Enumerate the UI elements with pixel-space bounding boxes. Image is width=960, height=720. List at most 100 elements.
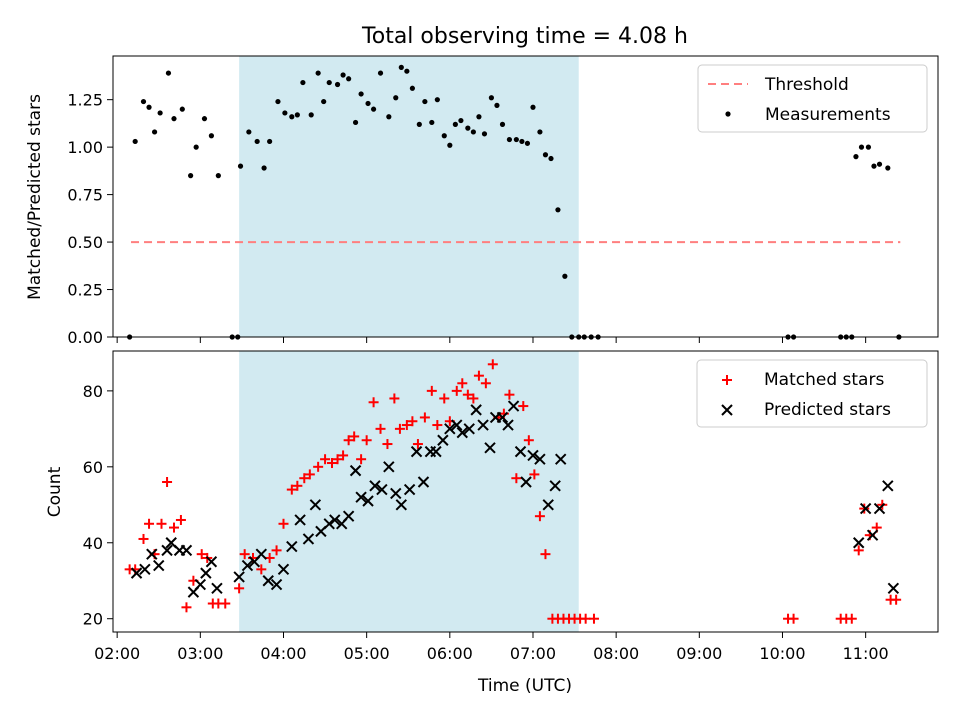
measurement-point: [171, 116, 177, 122]
matched-point: [788, 613, 799, 624]
measurement-point: [275, 98, 281, 105]
count-y-ticks: 20 40 60 80: [83, 382, 113, 629]
count-x-tick-label: 06:00: [427, 644, 473, 663]
legend-predicted-marker-b: [721, 404, 733, 416]
predicted-point: [542, 499, 554, 511]
matched-point: [338, 450, 349, 461]
matched-point: [846, 613, 857, 624]
ratio-y-label: Matched/Predicted stars: [25, 94, 45, 300]
measurement-point: [885, 165, 891, 171]
count-y-tick-label: 20: [83, 610, 103, 629]
measurement-point: [537, 129, 543, 135]
measurement-point: [519, 138, 525, 145]
measurement-point: [476, 114, 482, 120]
predicted-point: [484, 442, 496, 454]
predicted-point: [502, 419, 514, 431]
predicted-point-b: [444, 423, 456, 435]
matched-point: [540, 549, 551, 560]
predicted-point: [233, 571, 245, 583]
predicted-point-b: [507, 400, 520, 412]
predicted-point: [451, 419, 463, 431]
legend-predicted-marker: [721, 404, 733, 416]
predicted-point: [554, 453, 567, 465]
matched-point: [343, 435, 354, 446]
count-x-tick-label: 05:00: [344, 644, 390, 663]
matched-point: [462, 389, 473, 400]
measurement-point: [300, 79, 306, 86]
measurement-point: [289, 114, 295, 120]
count-x-tick-label: 10:00: [759, 644, 805, 663]
measurement-point: [555, 207, 561, 213]
x-axis-label: Time (UTC): [477, 676, 572, 696]
predicted-point-b: [270, 578, 283, 591]
matched-point: [349, 431, 360, 442]
matched-point: [175, 514, 186, 525]
measurement-point: [452, 121, 458, 127]
legend-predicted-label: Predicted stars: [764, 400, 891, 420]
matched-point: [271, 545, 282, 556]
count-y-tick-label: 60: [83, 458, 103, 477]
matched-point: [375, 423, 386, 434]
matched-point: [292, 480, 303, 491]
predicted-point-b: [451, 419, 463, 431]
count-x-tick-label: 02:00: [94, 644, 140, 663]
matched-point: [304, 469, 315, 480]
predicted-point-b: [153, 559, 165, 572]
matched-point: [239, 549, 250, 560]
predicted-point: [395, 499, 408, 511]
measurement-point: [146, 104, 152, 110]
measurement-point: [548, 155, 554, 162]
predicted-point: [329, 514, 341, 526]
predicted-point-b: [277, 563, 290, 576]
matched-point: [144, 518, 155, 529]
ratio-legend: Threshold Measurements: [697, 64, 928, 133]
predicted-point-b: [484, 442, 496, 454]
predicted-point-b: [395, 499, 408, 511]
matched-point: [432, 420, 443, 431]
legend-measurements-label: Measurements: [765, 105, 891, 125]
predicted-point-b: [390, 487, 402, 500]
matched-point: [332, 454, 343, 465]
predicted-point: [323, 518, 335, 530]
matched-point: [162, 477, 173, 488]
measurement-point: [416, 121, 422, 127]
predicted-point: [286, 540, 298, 553]
matched-point: [401, 420, 412, 431]
matched-point: [451, 385, 462, 396]
measurement-point: [215, 173, 221, 179]
measurement-point: [352, 119, 359, 126]
predicted-point-b: [286, 540, 298, 553]
matched-point: [220, 598, 231, 609]
matched-point: [529, 469, 540, 480]
predicted-point-b: [859, 502, 872, 515]
measurement-point: [398, 64, 404, 70]
measurement-point: [261, 165, 267, 171]
predicted-point-b: [349, 464, 362, 477]
matched-point: [523, 435, 534, 446]
measurement-point: [481, 131, 488, 137]
predicted-point-b: [342, 510, 355, 522]
predicted-point-b: [323, 518, 335, 530]
measurement-point: [132, 138, 138, 145]
matched-point: [356, 454, 367, 465]
measurement-point: [267, 138, 273, 145]
predicted-point-b: [180, 544, 193, 557]
predicted-point-b: [329, 514, 341, 526]
predicted-point-b: [294, 514, 306, 526]
predicted-point: [355, 491, 367, 503]
measurement-point: [246, 129, 252, 135]
measurement-point: [409, 85, 415, 91]
measurement-point: [340, 72, 346, 78]
measurement-point: [441, 133, 447, 139]
predicted-point-b: [502, 419, 514, 431]
matched-point: [327, 458, 338, 469]
predicted-point: [456, 426, 469, 439]
measurement-point: [499, 121, 506, 127]
measurement-point: [386, 114, 392, 120]
predicted-point: [383, 461, 395, 473]
predicted-point-b: [437, 434, 449, 446]
predicted-point-b: [355, 491, 367, 503]
measurement-point: [393, 95, 399, 101]
ratio-y-tick-label: 0.00: [67, 328, 103, 347]
predicted-point-b: [430, 445, 442, 458]
